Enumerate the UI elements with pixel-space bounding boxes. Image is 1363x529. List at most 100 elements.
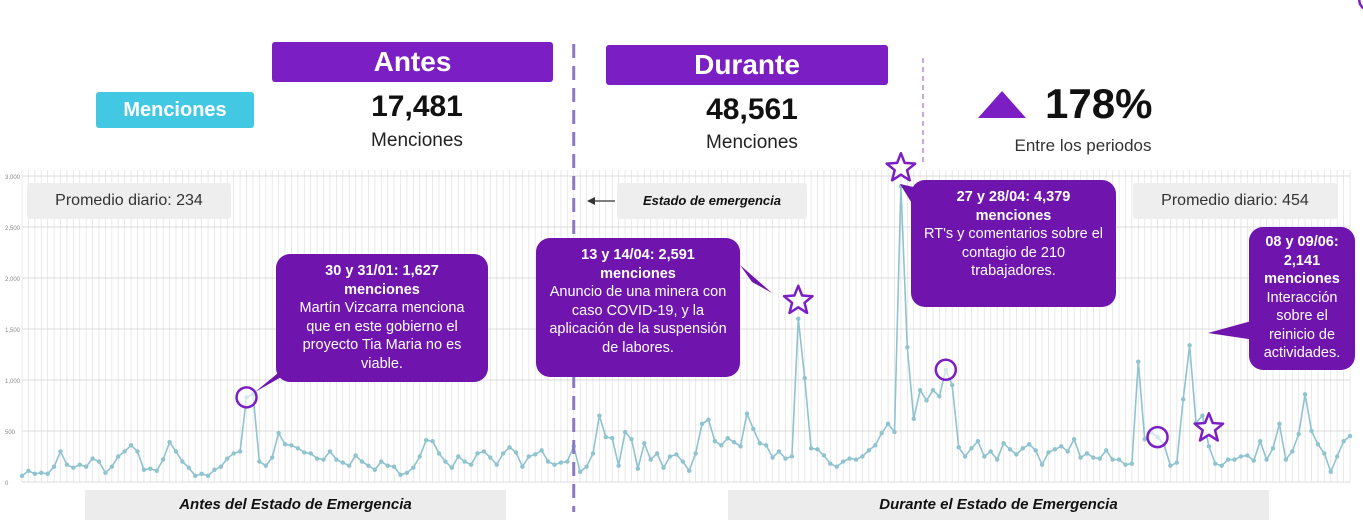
data-point bbox=[770, 455, 775, 460]
data-point bbox=[950, 382, 955, 388]
data-point bbox=[58, 449, 63, 454]
data-point bbox=[533, 452, 538, 457]
data-point bbox=[308, 451, 313, 456]
data-point bbox=[1302, 392, 1308, 397]
data-point bbox=[937, 394, 942, 399]
data-point bbox=[751, 426, 756, 432]
data-point bbox=[1238, 454, 1244, 459]
event-arrow-head bbox=[587, 197, 595, 205]
callout-peak-apr-27: 27 y 28/04: 4,379 menciones RT's y comen… bbox=[911, 180, 1116, 307]
data-point bbox=[1110, 457, 1115, 462]
data-point bbox=[1142, 436, 1147, 442]
data-point bbox=[1257, 439, 1263, 444]
data-point bbox=[853, 457, 859, 462]
data-point bbox=[610, 435, 615, 441]
data-point bbox=[237, 449, 243, 454]
data-point bbox=[654, 451, 660, 456]
change-percentage: 178% bbox=[1045, 80, 1153, 127]
data-point bbox=[109, 464, 115, 469]
data-point bbox=[321, 457, 326, 462]
data-point bbox=[507, 445, 512, 450]
y-tick-label: 2,000 bbox=[5, 277, 21, 283]
data-point bbox=[603, 434, 609, 440]
data-point bbox=[834, 464, 839, 469]
data-point bbox=[911, 416, 916, 421]
data-point bbox=[680, 459, 685, 464]
data-point bbox=[885, 421, 891, 427]
data-point bbox=[231, 451, 236, 456]
data-point bbox=[1033, 448, 1038, 453]
data-point bbox=[1052, 447, 1058, 452]
data-point bbox=[1020, 446, 1026, 451]
data-point bbox=[776, 449, 782, 454]
before-mentions-unit: Menciones bbox=[371, 130, 463, 151]
data-point bbox=[423, 437, 429, 443]
before-mentions-value: 17,481 bbox=[371, 90, 463, 123]
data-point bbox=[26, 468, 31, 473]
callout-body: Martín Vizcarra menciona que en este gob… bbox=[299, 300, 465, 372]
data-point bbox=[141, 467, 147, 472]
data-point bbox=[687, 468, 692, 473]
data-point bbox=[1232, 457, 1237, 462]
highlight-circle-marker bbox=[235, 386, 258, 409]
before-period-header: Antes bbox=[272, 42, 553, 82]
data-point bbox=[847, 456, 852, 461]
data-point bbox=[1129, 461, 1135, 466]
data-point bbox=[731, 440, 737, 445]
data-point bbox=[1245, 453, 1250, 458]
data-point bbox=[860, 454, 865, 459]
data-point bbox=[648, 457, 653, 462]
data-point bbox=[218, 464, 224, 469]
data-point bbox=[205, 473, 211, 479]
y-tick-label: 2,500 bbox=[5, 226, 21, 232]
data-point bbox=[712, 439, 718, 444]
highlight-circle-marker bbox=[934, 358, 958, 382]
data-point bbox=[417, 454, 422, 459]
y-tick-label: 0 bbox=[5, 481, 9, 487]
data-point bbox=[866, 448, 872, 453]
data-point bbox=[481, 449, 487, 454]
data-point bbox=[1078, 455, 1083, 460]
data-point bbox=[1270, 446, 1276, 451]
data-point bbox=[1123, 462, 1128, 467]
data-point bbox=[520, 464, 525, 469]
data-point bbox=[1322, 451, 1327, 456]
data-point bbox=[1283, 457, 1289, 462]
data-point bbox=[558, 460, 564, 465]
data-point bbox=[263, 463, 268, 468]
data-point bbox=[1251, 458, 1256, 463]
data-point bbox=[494, 462, 499, 467]
data-point bbox=[180, 459, 185, 464]
data-point bbox=[917, 388, 923, 393]
data-point bbox=[1071, 436, 1077, 442]
during-mentions-unit: Menciones bbox=[706, 132, 798, 153]
data-point bbox=[122, 449, 127, 454]
callout-peak-apr-13: 13 y 14/04: 2,591 menciones Anuncio de u… bbox=[536, 238, 740, 377]
highlight-star-marker bbox=[1193, 412, 1225, 442]
data-point bbox=[1334, 454, 1340, 459]
data-point bbox=[1046, 450, 1051, 455]
during-daily-average: Promedio diario: 454 bbox=[1133, 183, 1337, 219]
data-point bbox=[96, 459, 102, 464]
data-point bbox=[725, 435, 730, 441]
data-point bbox=[879, 430, 884, 436]
data-point bbox=[930, 388, 936, 393]
data-point bbox=[757, 441, 762, 446]
data-point bbox=[128, 443, 134, 448]
data-point bbox=[706, 417, 711, 422]
callout-pointer bbox=[1208, 320, 1255, 340]
highlight-star-marker bbox=[782, 284, 814, 315]
data-point bbox=[154, 468, 159, 473]
data-point bbox=[148, 466, 153, 471]
data-point bbox=[629, 436, 634, 442]
data-point bbox=[808, 446, 814, 451]
series-line bbox=[21, 186, 1351, 477]
data-point bbox=[411, 465, 416, 470]
data-point bbox=[193, 473, 198, 479]
data-point bbox=[289, 443, 294, 448]
data-point bbox=[1328, 469, 1333, 474]
data-point bbox=[103, 470, 108, 476]
data-point bbox=[789, 454, 795, 459]
data-point bbox=[667, 454, 673, 459]
data-point bbox=[1277, 421, 1282, 427]
